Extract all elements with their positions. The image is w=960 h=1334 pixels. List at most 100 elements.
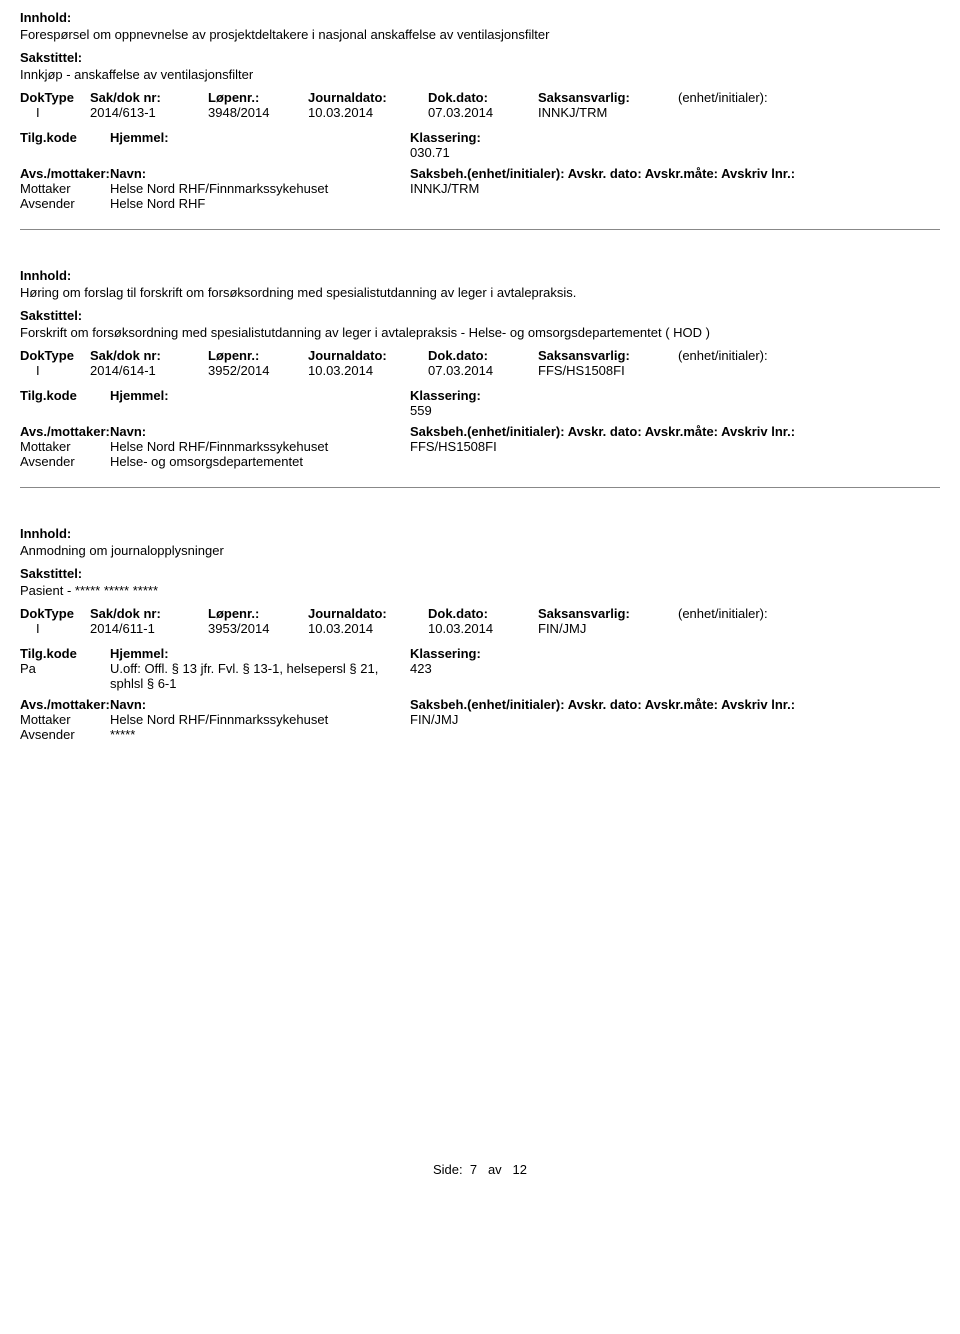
saksbeh-label: Saksbeh.(enhet/initialer): Avskr. dato: … <box>410 166 940 181</box>
journaldato-value: 10.03.2014 <box>308 105 428 120</box>
navn-label: Navn: <box>110 424 410 439</box>
innhold-label: Innhold: <box>20 10 940 25</box>
lopenr-label: Løpenr.: <box>208 90 308 105</box>
klassering-label: Klassering: <box>410 388 940 403</box>
party-name: ***** <box>110 727 410 742</box>
navn-label: Navn: <box>110 166 410 181</box>
party-role: Mottaker <box>20 712 110 727</box>
innhold-label: Innhold: <box>20 526 940 541</box>
hjemmel-value <box>110 145 410 160</box>
innhold-label: Innhold: <box>20 268 940 283</box>
sakstittel-text: Forskrift om forsøksordning med spesiali… <box>20 325 940 340</box>
record-divider <box>20 229 940 230</box>
parties-table: Avs./mottaker: Navn: Saksbeh.(enhet/init… <box>20 166 940 211</box>
saksansvarlig-label: Saksansvarlig: <box>538 348 678 363</box>
party-name: Helse Nord RHF/Finnmarkssykehuset <box>110 712 410 727</box>
doktype-label: DokType <box>20 90 90 105</box>
party-saksbeh: FIN/JMJ <box>410 712 940 727</box>
lopenr-label: Løpenr.: <box>208 606 308 621</box>
hjemmel-label: Hjemmel: <box>110 130 410 145</box>
doktype-value: I <box>20 621 90 636</box>
innhold-text: Anmodning om journalopplysninger <box>20 543 940 558</box>
klassering-label: Klassering: <box>410 130 940 145</box>
avsmottaker-label: Avs./mottaker: <box>20 166 110 181</box>
saksbeh-label: Saksbeh.(enhet/initialer): Avskr. dato: … <box>410 424 940 439</box>
party-name: Helse Nord RHF/Finnmarkssykehuset <box>110 439 410 454</box>
party-name: Helse Nord RHF/Finnmarkssykehuset <box>110 181 410 196</box>
saksansvarlig-value: FFS/HS1508FI <box>538 363 678 378</box>
doktype-value: I <box>20 105 90 120</box>
sakdok-label: Sak/dok nr: <box>90 348 208 363</box>
dokdato-label: Dok.dato: <box>428 90 538 105</box>
dokdato-value: 07.03.2014 <box>428 105 538 120</box>
party-saksbeh <box>410 727 940 742</box>
dokdato-value: 07.03.2014 <box>428 363 538 378</box>
saksansvarlig-label: Saksansvarlig: <box>538 606 678 621</box>
sakstittel-text: Innkjøp - anskaffelse av ventilasjonsfil… <box>20 67 940 82</box>
dokdato-label: Dok.dato: <box>428 606 538 621</box>
hjemmel-label: Hjemmel: <box>110 388 410 403</box>
dokdato-value: 10.03.2014 <box>428 621 538 636</box>
saksansvarlig-value: FIN/JMJ <box>538 621 678 636</box>
hjemmel-value: U.off: Offl. § 13 jfr. Fvl. § 13-1, hels… <box>110 661 410 691</box>
page-footer: Side: 7 av 12 <box>20 1162 940 1177</box>
party-saksbeh <box>410 196 940 211</box>
saksbeh-label: Saksbeh.(enhet/initialer): Avskr. dato: … <box>410 697 940 712</box>
enhet-label: (enhet/initialer): <box>678 606 940 621</box>
meta-table: DokType Sak/dok nr: Løpenr.: Journaldato… <box>20 348 940 378</box>
avsmottaker-label: Avs./mottaker: <box>20 697 110 712</box>
tilgkode-value <box>20 403 110 418</box>
navn-label: Navn: <box>110 697 410 712</box>
sakstittel-label: Sakstittel: <box>20 308 940 323</box>
saksansvarlig-label: Saksansvarlig: <box>538 90 678 105</box>
sakstittel-label: Sakstittel: <box>20 566 940 581</box>
footer-mid: av <box>488 1162 502 1177</box>
tilgkode-label: Tilg.kode <box>20 388 110 403</box>
parties-table: Avs./mottaker: Navn: Saksbeh.(enhet/init… <box>20 697 940 742</box>
footer-page: 7 <box>470 1162 477 1177</box>
meta-table: DokType Sak/dok nr: Løpenr.: Journaldato… <box>20 606 940 636</box>
party-role: Mottaker <box>20 181 110 196</box>
sakstittel-text: Pasient - ***** ***** ***** <box>20 583 940 598</box>
saksansvarlig-value: INNKJ/TRM <box>538 105 678 120</box>
klassering-value: 030.71 <box>410 145 940 160</box>
enhet-label: (enhet/initialer): <box>678 90 940 105</box>
records-container: Innhold: Forespørsel om oppnevnelse av p… <box>20 10 940 742</box>
journal-record: Innhold: Høring om forslag til forskrift… <box>20 268 940 488</box>
klassering-value: 559 <box>410 403 940 418</box>
sakdok-value: 2014/613-1 <box>90 105 208 120</box>
journaldato-label: Journaldato: <box>308 606 428 621</box>
enhet-label: (enhet/initialer): <box>678 348 940 363</box>
lopenr-value: 3948/2014 <box>208 105 308 120</box>
sakdok-label: Sak/dok nr: <box>90 606 208 621</box>
party-role: Avsender <box>20 454 110 469</box>
sakstittel-label: Sakstittel: <box>20 50 940 65</box>
tilgkode-label: Tilg.kode <box>20 646 110 661</box>
doktype-label: DokType <box>20 348 90 363</box>
party-saksbeh <box>410 454 940 469</box>
journal-record: Innhold: Forespørsel om oppnevnelse av p… <box>20 10 940 230</box>
party-saksbeh: FFS/HS1508FI <box>410 439 940 454</box>
innhold-text: Forespørsel om oppnevnelse av prosjektde… <box>20 27 940 42</box>
journaldato-value: 10.03.2014 <box>308 621 428 636</box>
hjemmel-table: Tilg.kode Hjemmel: Klassering: 030.71 <box>20 130 940 160</box>
innhold-text: Høring om forslag til forskrift om forsø… <box>20 285 940 300</box>
party-name: Helse- og omsorgsdepartementet <box>110 454 410 469</box>
klassering-label: Klassering: <box>410 646 940 661</box>
sakdok-label: Sak/dok nr: <box>90 90 208 105</box>
avsmottaker-label: Avs./mottaker: <box>20 424 110 439</box>
journal-record: Innhold: Anmodning om journalopplysninge… <box>20 526 940 742</box>
footer-total: 12 <box>513 1162 527 1177</box>
sakdok-value: 2014/614-1 <box>90 363 208 378</box>
klassering-value: 423 <box>410 661 940 691</box>
tilgkode-label: Tilg.kode <box>20 130 110 145</box>
tilgkode-value: Pa <box>20 661 110 691</box>
party-saksbeh: INNKJ/TRM <box>410 181 940 196</box>
hjemmel-label: Hjemmel: <box>110 646 410 661</box>
party-role: Avsender <box>20 196 110 211</box>
hjemmel-value <box>110 403 410 418</box>
lopenr-label: Løpenr.: <box>208 348 308 363</box>
lopenr-value: 3952/2014 <box>208 363 308 378</box>
tilgkode-value <box>20 145 110 160</box>
party-role: Mottaker <box>20 439 110 454</box>
